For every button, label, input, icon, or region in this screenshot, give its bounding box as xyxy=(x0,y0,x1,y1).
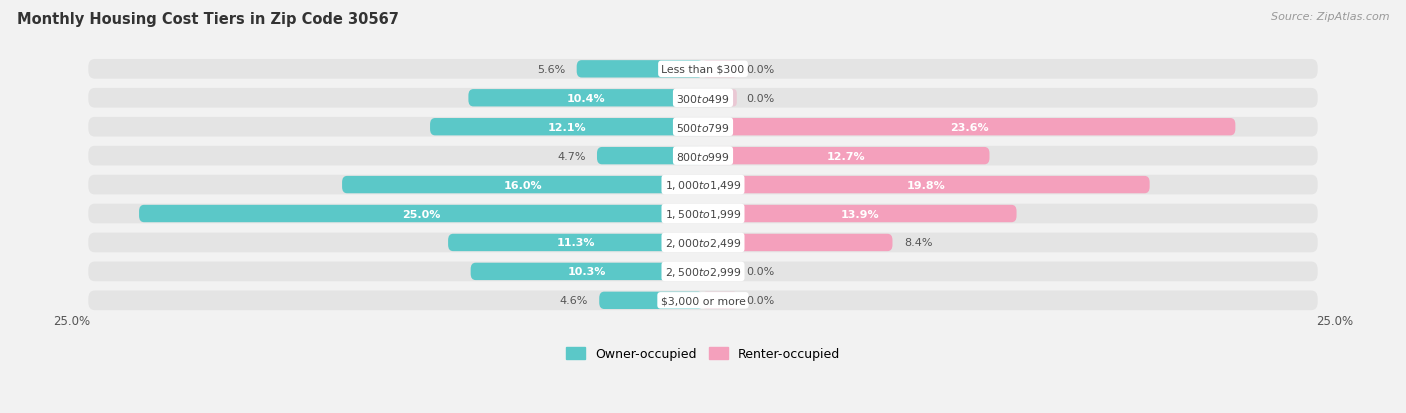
Text: $1,500 to $1,999: $1,500 to $1,999 xyxy=(665,207,741,221)
FancyBboxPatch shape xyxy=(703,176,1150,194)
FancyBboxPatch shape xyxy=(430,119,703,136)
Text: 12.7%: 12.7% xyxy=(827,151,866,161)
FancyBboxPatch shape xyxy=(89,262,1317,282)
Text: 10.4%: 10.4% xyxy=(567,93,605,104)
Legend: Owner-occupied, Renter-occupied: Owner-occupied, Renter-occupied xyxy=(561,342,845,366)
Text: 0.0%: 0.0% xyxy=(745,296,775,306)
Text: 0.0%: 0.0% xyxy=(745,65,775,75)
Text: Monthly Housing Cost Tiers in Zip Code 30567: Monthly Housing Cost Tiers in Zip Code 3… xyxy=(17,12,399,27)
Text: 11.3%: 11.3% xyxy=(557,238,595,248)
FancyBboxPatch shape xyxy=(89,118,1317,137)
Text: 25.0%: 25.0% xyxy=(402,209,440,219)
Text: Less than $300: Less than $300 xyxy=(661,65,745,75)
Text: $2,000 to $2,499: $2,000 to $2,499 xyxy=(665,236,741,249)
Text: 16.0%: 16.0% xyxy=(503,180,541,190)
Text: 13.9%: 13.9% xyxy=(841,209,879,219)
FancyBboxPatch shape xyxy=(89,204,1317,224)
FancyBboxPatch shape xyxy=(89,175,1317,195)
Text: $800 to $999: $800 to $999 xyxy=(676,150,730,162)
FancyBboxPatch shape xyxy=(342,176,703,194)
FancyBboxPatch shape xyxy=(703,292,737,309)
FancyBboxPatch shape xyxy=(89,147,1317,166)
FancyBboxPatch shape xyxy=(89,291,1317,311)
FancyBboxPatch shape xyxy=(703,234,893,252)
FancyBboxPatch shape xyxy=(703,90,737,107)
FancyBboxPatch shape xyxy=(703,61,737,78)
Text: $2,500 to $2,999: $2,500 to $2,999 xyxy=(665,265,741,278)
Text: $500 to $799: $500 to $799 xyxy=(676,121,730,133)
Text: 10.3%: 10.3% xyxy=(568,267,606,277)
Text: 0.0%: 0.0% xyxy=(745,267,775,277)
FancyBboxPatch shape xyxy=(89,89,1317,108)
Text: Source: ZipAtlas.com: Source: ZipAtlas.com xyxy=(1271,12,1389,22)
Text: 12.1%: 12.1% xyxy=(547,122,586,133)
FancyBboxPatch shape xyxy=(139,205,703,223)
Text: $3,000 or more: $3,000 or more xyxy=(661,296,745,306)
Text: 8.4%: 8.4% xyxy=(904,238,932,248)
FancyBboxPatch shape xyxy=(599,292,703,309)
FancyBboxPatch shape xyxy=(449,234,703,252)
FancyBboxPatch shape xyxy=(471,263,703,280)
FancyBboxPatch shape xyxy=(703,205,1017,223)
Text: 5.6%: 5.6% xyxy=(537,65,565,75)
FancyBboxPatch shape xyxy=(89,233,1317,253)
Text: 0.0%: 0.0% xyxy=(745,93,775,104)
FancyBboxPatch shape xyxy=(468,90,703,107)
Text: $1,000 to $1,499: $1,000 to $1,499 xyxy=(665,179,741,192)
FancyBboxPatch shape xyxy=(598,147,703,165)
FancyBboxPatch shape xyxy=(703,263,737,280)
FancyBboxPatch shape xyxy=(89,60,1317,79)
FancyBboxPatch shape xyxy=(703,147,990,165)
Text: 25.0%: 25.0% xyxy=(1316,314,1353,327)
FancyBboxPatch shape xyxy=(576,61,703,78)
Text: 23.6%: 23.6% xyxy=(950,122,988,133)
Text: 25.0%: 25.0% xyxy=(53,314,90,327)
FancyBboxPatch shape xyxy=(703,119,1236,136)
Text: $300 to $499: $300 to $499 xyxy=(676,93,730,104)
Text: 4.6%: 4.6% xyxy=(560,296,588,306)
Text: 19.8%: 19.8% xyxy=(907,180,946,190)
Text: 4.7%: 4.7% xyxy=(557,151,586,161)
